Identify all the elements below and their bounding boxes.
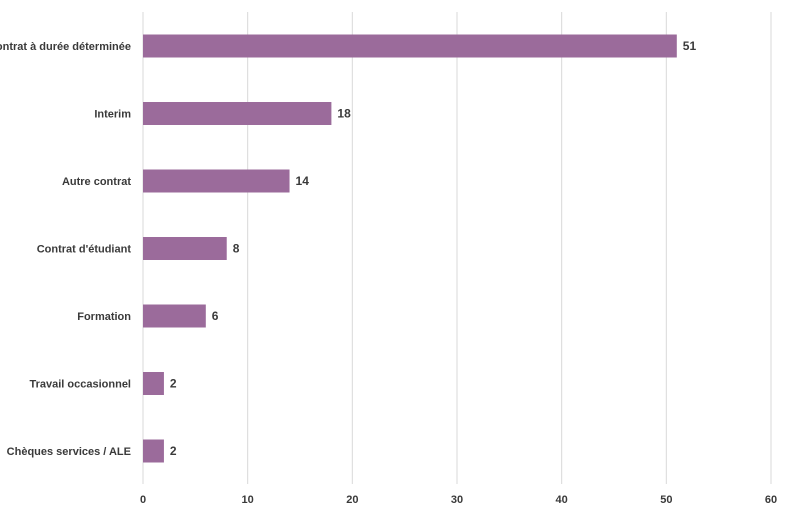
data-label: 51 [683, 39, 697, 53]
x-tick-label: 50 [660, 494, 672, 506]
x-tick-label: 60 [765, 494, 777, 506]
bar-layer [143, 34, 677, 463]
bar [143, 439, 164, 463]
bar [143, 102, 332, 125]
grid-layer [142, 12, 772, 484]
data-label: 2 [170, 377, 177, 391]
x-tick-label: 40 [556, 494, 568, 506]
value-labels: 51 18 14 8 6 2 2 [170, 39, 697, 458]
bar [143, 304, 206, 328]
category-label: Chèques services / ALE [7, 446, 131, 458]
category-label: Contrat d'étudiant [37, 244, 132, 256]
category-label: Formation [77, 311, 131, 323]
bar [143, 34, 677, 58]
bar [143, 372, 164, 395]
category-label: Contrat à durée déterminée [0, 41, 131, 53]
data-label: 2 [170, 444, 177, 458]
category-label: Autre contrat [62, 176, 131, 188]
x-tick-label: 0 [140, 494, 146, 506]
data-label: 6 [212, 309, 219, 323]
category-label: Interim [94, 109, 131, 121]
x-tick-label: 20 [346, 494, 358, 506]
data-label: 8 [233, 242, 240, 256]
bar [143, 169, 290, 193]
bar [143, 237, 227, 260]
data-label: 18 [337, 107, 351, 121]
x-axis-tick-labels: 0 10 20 30 40 50 60 [140, 494, 777, 506]
x-tick-label: 30 [451, 494, 463, 506]
category-labels: Contrat à durée déterminée Interim Autre c… [0, 41, 131, 458]
x-tick-label: 10 [242, 494, 254, 506]
data-label: 14 [296, 174, 310, 188]
category-label: Travail occasionnel [30, 379, 132, 391]
